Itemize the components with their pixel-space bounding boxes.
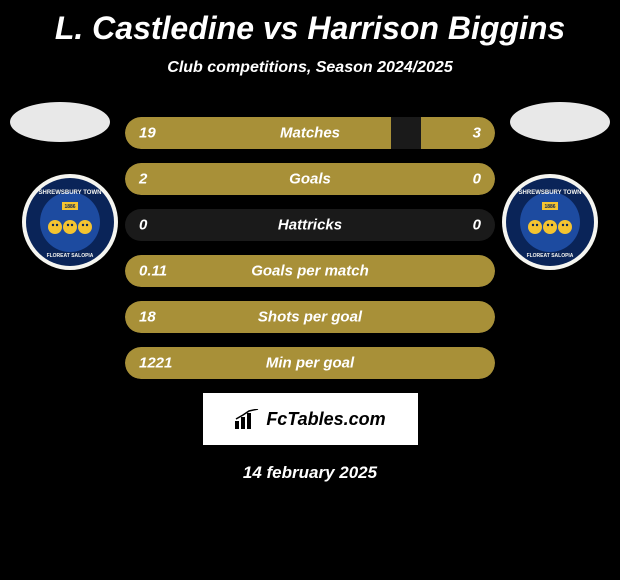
svg-text:1886: 1886 — [544, 204, 555, 210]
stat-row: 1221 Min per goal — [125, 347, 495, 379]
subtitle: Club competitions, Season 2024/2025 — [0, 59, 620, 77]
stat-value-right: 3 — [473, 125, 481, 142]
shrewsbury-badge-icon: SHREWSBURY TOWN FLOREAT SALOPIA 1886 — [500, 172, 600, 272]
stat-label: Shots per goal — [258, 309, 362, 326]
brand-badge[interactable]: FcTables.com — [203, 393, 418, 445]
stat-value-left: 2 — [139, 171, 147, 188]
svg-text:FLOREAT SALOPIA: FLOREAT SALOPIA — [47, 253, 94, 259]
stats-list: 19 3 Matches 2 0 Goals 0 0 Hattricks 0.11 Goals pe… — [125, 117, 495, 379]
chart-icon — [234, 409, 260, 429]
stat-row: 19 3 Matches — [125, 117, 495, 149]
stat-row: 0 0 Hattricks — [125, 209, 495, 241]
player-right-photo — [510, 102, 610, 142]
svg-text:SHREWSBURY TOWN: SHREWSBURY TOWN — [519, 190, 582, 196]
stat-value-left: 1221 — [139, 355, 172, 372]
stat-row: 0.11 Goals per match — [125, 255, 495, 287]
stat-label: Goals — [289, 171, 331, 188]
stat-value-left: 19 — [139, 125, 156, 142]
stat-value-left: 0 — [139, 217, 147, 234]
svg-text:SHREWSBURY TOWN: SHREWSBURY TOWN — [39, 190, 102, 196]
stat-label: Hattricks — [278, 217, 342, 234]
stat-row: 2 0 Goals — [125, 163, 495, 195]
club-badge-right: SHREWSBURY TOWN FLOREAT SALOPIA 1886 — [500, 172, 600, 272]
player-left-photo — [10, 102, 110, 142]
svg-text:1886: 1886 — [64, 204, 75, 210]
stat-label: Matches — [280, 125, 340, 142]
comparison-container: SHREWSBURY TOWN FLOREAT SALOPIA 1886 SHR… — [0, 117, 620, 483]
stat-label: Goals per match — [251, 263, 369, 280]
stat-bar-right — [421, 117, 495, 149]
stat-row: 18 Shots per goal — [125, 301, 495, 333]
stat-label: Min per goal — [266, 355, 354, 372]
club-badge-left: SHREWSBURY TOWN FLOREAT SALOPIA 1886 — [20, 172, 120, 272]
stat-value-left: 0.11 — [139, 263, 167, 280]
stat-bar-left — [125, 117, 391, 149]
shrewsbury-badge-icon: SHREWSBURY TOWN FLOREAT SALOPIA 1886 — [20, 172, 120, 272]
svg-text:FLOREAT SALOPIA: FLOREAT SALOPIA — [527, 253, 574, 259]
stat-value-left: 18 — [139, 309, 156, 326]
brand-text: FcTables.com — [266, 409, 385, 430]
page-title: L. Castledine vs Harrison Biggins — [0, 0, 620, 47]
footer-date: 14 february 2025 — [10, 463, 610, 483]
stat-value-right: 0 — [473, 217, 481, 234]
stat-value-right: 0 — [473, 171, 481, 188]
